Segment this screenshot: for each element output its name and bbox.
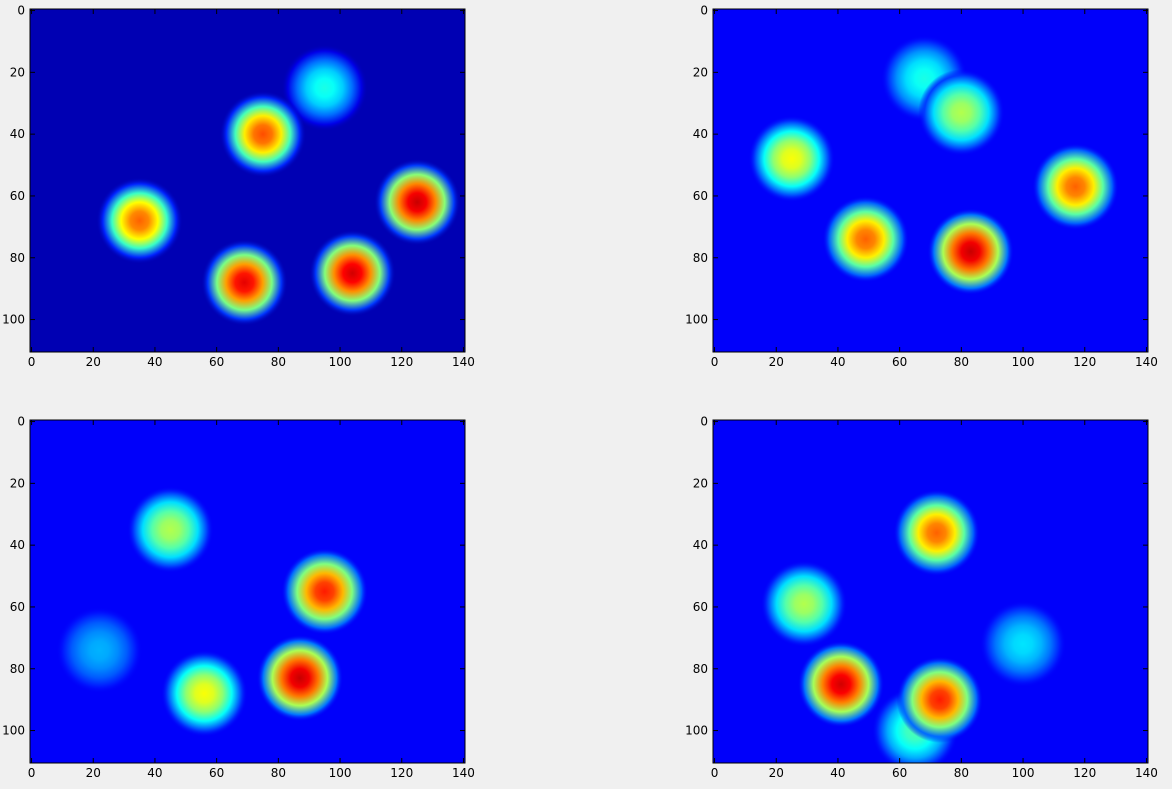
x-tick-label: 80 <box>954 355 969 369</box>
x-tick-label: 20 <box>769 766 784 780</box>
x-tick-label: 60 <box>892 766 907 780</box>
x-tick-label: 20 <box>769 355 784 369</box>
y-tick-label: 40 <box>693 127 708 141</box>
x-tick-label: 120 <box>390 355 413 369</box>
x-tick-label: 60 <box>209 355 224 369</box>
heat-peak <box>256 634 344 722</box>
y-tick-label: 80 <box>693 662 708 676</box>
axes-frame <box>712 8 1149 353</box>
heatmap-background <box>30 420 465 763</box>
x-tick-label: 80 <box>271 355 286 369</box>
x-tick-label: 40 <box>147 355 162 369</box>
y-tick-label: 20 <box>10 476 25 490</box>
x-tick-label: 80 <box>954 766 969 780</box>
y-tick-label: 0 <box>17 4 25 18</box>
heat-peak <box>56 606 143 694</box>
x-tick-label: 60 <box>892 355 907 369</box>
y-tick-label: 60 <box>10 600 25 614</box>
axes-frame <box>712 419 1149 764</box>
y-tick-label: 20 <box>10 65 25 79</box>
y-tick-label: 0 <box>700 4 708 18</box>
x-tick-label: 100 <box>1012 355 1035 369</box>
heatmap <box>713 420 1148 763</box>
x-tick-label: 120 <box>1073 766 1096 780</box>
y-tick-label: 0 <box>17 415 25 429</box>
x-tick-label: 100 <box>329 766 352 780</box>
heat-peak <box>201 239 288 326</box>
x-tick-label: 0 <box>28 355 36 369</box>
x-tick-label: 20 <box>86 766 101 780</box>
x-tick-label: 60 <box>209 766 224 780</box>
x-tick-label: 120 <box>390 766 413 780</box>
y-tick-label: 40 <box>10 538 25 552</box>
heat-peak <box>979 600 1067 688</box>
x-tick-label: 0 <box>711 355 719 369</box>
x-tick-label: 140 <box>1135 766 1158 780</box>
heat-peak <box>760 560 848 648</box>
x-tick-label: 120 <box>1073 355 1096 369</box>
y-tick-label: 100 <box>685 313 708 327</box>
heat-peak <box>96 177 183 264</box>
heat-peak <box>927 208 1014 295</box>
heatmap <box>30 9 465 352</box>
y-tick-label: 20 <box>693 476 708 490</box>
heat-peak <box>1032 143 1119 230</box>
heat-peak <box>373 158 461 246</box>
heat-peak <box>127 486 214 573</box>
heat-peak <box>797 640 885 728</box>
x-tick-label: 20 <box>86 355 101 369</box>
x-tick-label: 40 <box>830 355 845 369</box>
x-tick-label: 0 <box>28 766 36 780</box>
x-tick-label: 80 <box>271 766 286 780</box>
x-tick-label: 40 <box>830 766 845 780</box>
y-tick-label: 40 <box>693 538 708 552</box>
y-tick-label: 100 <box>2 313 25 327</box>
axes-frame <box>29 8 466 353</box>
x-tick-label: 100 <box>329 355 352 369</box>
y-tick-label: 80 <box>10 662 25 676</box>
heat-peak <box>822 195 909 283</box>
heat-peak <box>893 489 980 577</box>
y-tick-label: 40 <box>10 127 25 141</box>
heat-peak <box>281 548 368 635</box>
x-tick-label: 140 <box>452 766 475 780</box>
y-tick-label: 100 <box>685 724 708 738</box>
heat-peak <box>161 650 248 737</box>
x-tick-label: 100 <box>1012 766 1035 780</box>
x-tick-label: 0 <box>711 766 719 780</box>
y-tick-label: 80 <box>693 251 708 265</box>
y-tick-label: 60 <box>10 189 25 203</box>
y-tick-label: 60 <box>693 189 708 203</box>
heat-peak <box>918 69 1005 156</box>
heat-peak <box>281 44 368 132</box>
x-tick-label: 140 <box>1135 355 1158 369</box>
heatmap <box>30 420 465 763</box>
heatmap <box>713 9 1148 352</box>
axes-frame <box>29 419 466 764</box>
y-tick-label: 100 <box>2 724 25 738</box>
heat-peak <box>309 229 396 317</box>
y-tick-label: 60 <box>693 600 708 614</box>
y-tick-label: 20 <box>693 65 708 79</box>
x-tick-label: 140 <box>452 355 475 369</box>
x-tick-label: 40 <box>147 766 162 780</box>
y-tick-label: 0 <box>700 415 708 429</box>
heat-peak <box>748 115 835 203</box>
heat-peak <box>896 656 983 743</box>
heat-peak <box>219 90 307 178</box>
y-tick-label: 80 <box>10 251 25 265</box>
